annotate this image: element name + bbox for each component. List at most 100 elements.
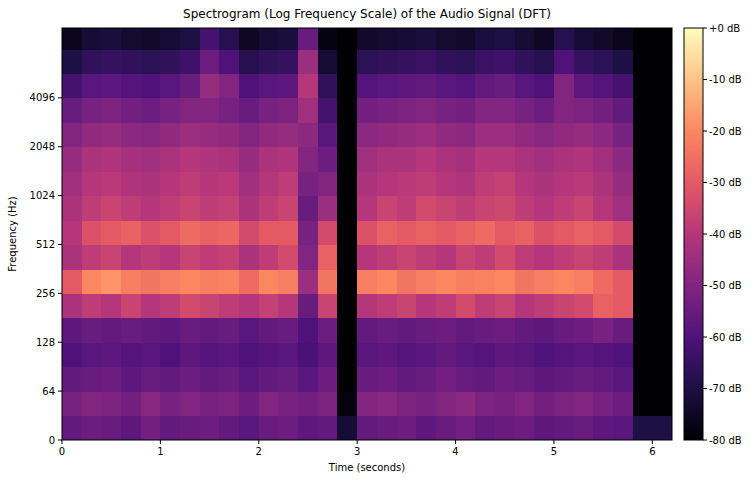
cell (121, 391, 141, 416)
cell (633, 171, 653, 196)
cell (574, 171, 594, 196)
cell (101, 391, 121, 416)
cell (593, 391, 613, 416)
cell (475, 366, 495, 391)
cell (574, 196, 594, 221)
cell (337, 171, 357, 196)
cell (278, 98, 298, 123)
cell (456, 122, 476, 147)
cell (377, 391, 397, 416)
cell (101, 196, 121, 221)
colorbar-tick (703, 28, 707, 29)
cell (416, 28, 436, 50)
cell (200, 28, 220, 50)
cell (298, 171, 318, 196)
cell (515, 98, 535, 123)
cell (318, 73, 338, 98)
cell (397, 416, 417, 440)
cell (534, 293, 554, 318)
cell (416, 171, 436, 196)
cell (495, 244, 515, 269)
cell (613, 122, 633, 147)
cell (377, 342, 397, 367)
cell (357, 391, 377, 416)
title: Spectrogram (Log Frequency Scale) of the… (183, 7, 551, 21)
cell (652, 366, 672, 391)
cell (593, 416, 613, 440)
cell (357, 244, 377, 269)
cell (200, 122, 220, 147)
cell (652, 318, 672, 343)
cell (180, 269, 200, 294)
cell (377, 416, 397, 440)
colorbar-tick (703, 131, 707, 132)
cell (554, 293, 574, 318)
cell (239, 98, 259, 123)
cell (298, 147, 318, 172)
cell (318, 342, 338, 367)
cell (219, 366, 239, 391)
cell (141, 244, 161, 269)
cell (180, 342, 200, 367)
y-tick-label: 1024 (30, 190, 55, 201)
cell (633, 366, 653, 391)
cell (200, 269, 220, 294)
cell (318, 122, 338, 147)
cell (574, 147, 594, 172)
cell (652, 220, 672, 245)
cell (436, 220, 456, 245)
cell (298, 416, 318, 440)
cell (397, 244, 417, 269)
cell (515, 220, 535, 245)
cell (456, 171, 476, 196)
cell (377, 318, 397, 343)
cell (397, 366, 417, 391)
cell (219, 391, 239, 416)
cell (397, 293, 417, 318)
x-tick (258, 440, 259, 444)
y-tick-label: 64 (42, 386, 55, 397)
cell (121, 122, 141, 147)
cell (357, 342, 377, 367)
cell (141, 342, 161, 367)
y-tick (58, 146, 62, 147)
cell (574, 220, 594, 245)
cell (82, 98, 102, 123)
cell (101, 98, 121, 123)
cell (613, 269, 633, 294)
cell (554, 220, 574, 245)
cell (397, 28, 417, 50)
cell (456, 244, 476, 269)
cell (397, 147, 417, 172)
cell (62, 366, 82, 391)
cell (357, 416, 377, 440)
cell (416, 342, 436, 367)
cell (337, 122, 357, 147)
x-tick-label: 6 (649, 446, 655, 457)
cell (475, 318, 495, 343)
cell (515, 318, 535, 343)
cell (574, 293, 594, 318)
cell (278, 416, 298, 440)
cell (593, 147, 613, 172)
cell (436, 28, 456, 50)
cell (259, 244, 279, 269)
cell (416, 318, 436, 343)
cell (633, 220, 653, 245)
cell (62, 73, 82, 98)
cell (82, 73, 102, 98)
cell (633, 196, 653, 221)
cell (534, 342, 554, 367)
cell (652, 269, 672, 294)
colorbar-tick-label: -60 dB (709, 332, 742, 343)
cell (652, 73, 672, 98)
cell (377, 28, 397, 50)
cell (180, 196, 200, 221)
cell (633, 293, 653, 318)
cell (593, 196, 613, 221)
colorbar-tick (703, 234, 707, 235)
cell (101, 342, 121, 367)
cell (62, 244, 82, 269)
cell (200, 220, 220, 245)
cell (141, 49, 161, 74)
